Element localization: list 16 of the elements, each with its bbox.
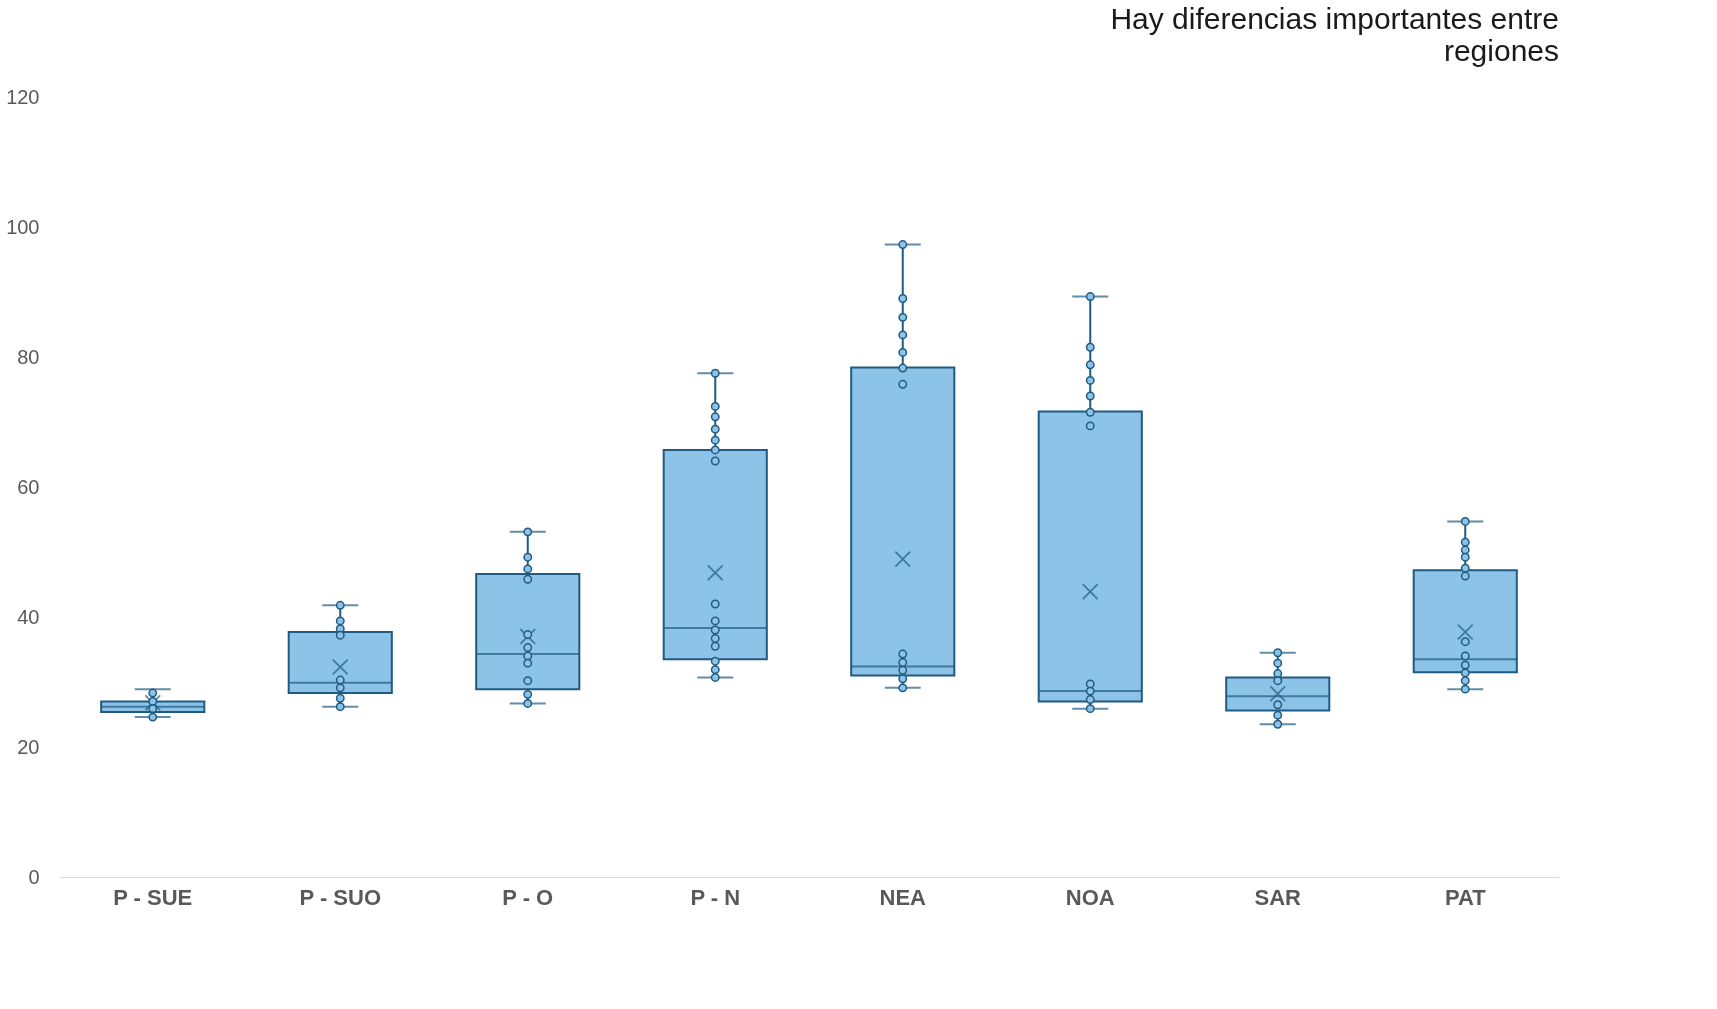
y-tick-label: 100 (6, 215, 40, 238)
y-tick-label: 60 (17, 475, 40, 498)
y-tick-label: 120 (6, 85, 40, 108)
x-tick-label: P - O (502, 884, 554, 910)
x-tick-label: NEA (879, 884, 927, 910)
x-tick-label: P - SUO (299, 884, 382, 910)
y-tick-label: 20 (17, 735, 40, 758)
x-tick-label: PAT (1444, 884, 1487, 910)
y-tick-label: 80 (17, 345, 40, 368)
y-tick-label: 40 (17, 605, 40, 628)
chart-title: Hay diferencias importantes entre regiones (1110, 2, 1559, 67)
y-tick-label: 0 (28, 865, 40, 888)
x-tick-label: P - N (690, 884, 741, 910)
x-tick-label: SAR (1254, 884, 1302, 910)
x-tick-label: NOA (1065, 884, 1115, 910)
x-tick-label: P - SUE (113, 884, 193, 910)
